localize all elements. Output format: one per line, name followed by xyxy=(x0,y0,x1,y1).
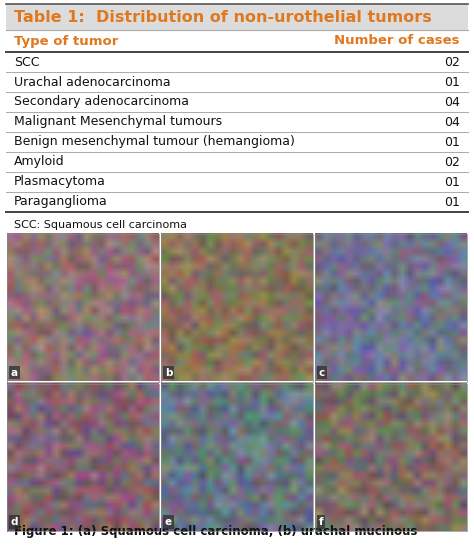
Text: Amyloid: Amyloid xyxy=(14,156,64,168)
Text: SCC: SCC xyxy=(14,55,39,69)
Text: 01: 01 xyxy=(444,176,460,188)
Text: 01: 01 xyxy=(444,75,460,89)
Text: e: e xyxy=(165,517,172,527)
Text: Paraganglioma: Paraganglioma xyxy=(14,196,108,208)
Text: Table 1:  Distribution of non-urothelial tumors: Table 1: Distribution of non-urothelial … xyxy=(14,9,432,24)
Text: 01: 01 xyxy=(444,136,460,148)
Text: a: a xyxy=(11,367,18,377)
Text: Malignant Mesenchymal tumours: Malignant Mesenchymal tumours xyxy=(14,115,222,129)
Text: 02: 02 xyxy=(444,55,460,69)
Text: SCC: Squamous cell carcinoma: SCC: Squamous cell carcinoma xyxy=(14,220,187,230)
Text: Number of cases: Number of cases xyxy=(335,34,460,48)
Text: Plasmacytoma: Plasmacytoma xyxy=(14,176,106,188)
Text: Urachal adenocarcinoma: Urachal adenocarcinoma xyxy=(14,75,171,89)
Text: b: b xyxy=(165,367,173,377)
Text: 02: 02 xyxy=(444,156,460,168)
Text: Figure 1: (a) Squamous cell carcinoma, (b) urachal mucinous: Figure 1: (a) Squamous cell carcinoma, (… xyxy=(14,525,418,538)
Text: 01: 01 xyxy=(444,196,460,208)
Text: 04: 04 xyxy=(444,95,460,109)
Text: d: d xyxy=(11,517,18,527)
Text: c: c xyxy=(319,367,325,377)
Text: 04: 04 xyxy=(444,115,460,129)
Text: f: f xyxy=(319,517,324,527)
Text: Secondary adenocarcinoma: Secondary adenocarcinoma xyxy=(14,95,189,109)
Text: Type of tumor: Type of tumor xyxy=(14,34,118,48)
Text: Benign mesenchymal tumour (hemangioma): Benign mesenchymal tumour (hemangioma) xyxy=(14,136,295,148)
Bar xyxy=(6,4,468,30)
